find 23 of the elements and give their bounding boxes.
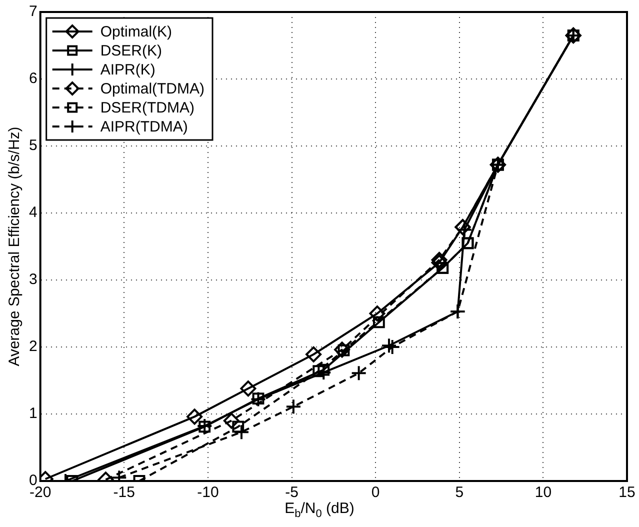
x-axis-title: E$_{b}$/N$_{0}$ (dB) [284, 500, 356, 520]
y-tick-label: 3 [29, 271, 38, 288]
legend-label: Optimal(K) [100, 24, 172, 41]
x-tick-label: -10 [197, 484, 219, 502]
x-tick-label: 10 [534, 484, 552, 502]
y-axis-title: Average Spectral Efficiency (b/s/Hz) [6, 126, 24, 366]
legend-label: AIPR(K) [100, 62, 156, 79]
x-tick-label: -5 [285, 484, 298, 502]
y-tick-label: 2 [29, 338, 38, 356]
x-tick-label: 15 [618, 484, 636, 502]
legend-label: Optimal(TDMA) [100, 80, 205, 98]
legend-label: DSER(K) [100, 42, 162, 60]
x-tick-label: -15 [113, 484, 135, 502]
y-tick-label: 1 [29, 405, 38, 422]
x-tick-label: 0 [371, 484, 380, 502]
y-tick-label: 5 [29, 137, 38, 154]
y-tick-label: 6 [29, 70, 38, 88]
legend-label: DSER(TDMA) [100, 100, 195, 117]
x-tick-label: -20 [30, 484, 52, 502]
legend-label: AIPR(TDMA) [100, 118, 188, 136]
y-tick-label: 4 [29, 204, 38, 222]
y-tick-label: 7 [29, 3, 38, 20]
x-tick-label: 5 [455, 484, 464, 502]
